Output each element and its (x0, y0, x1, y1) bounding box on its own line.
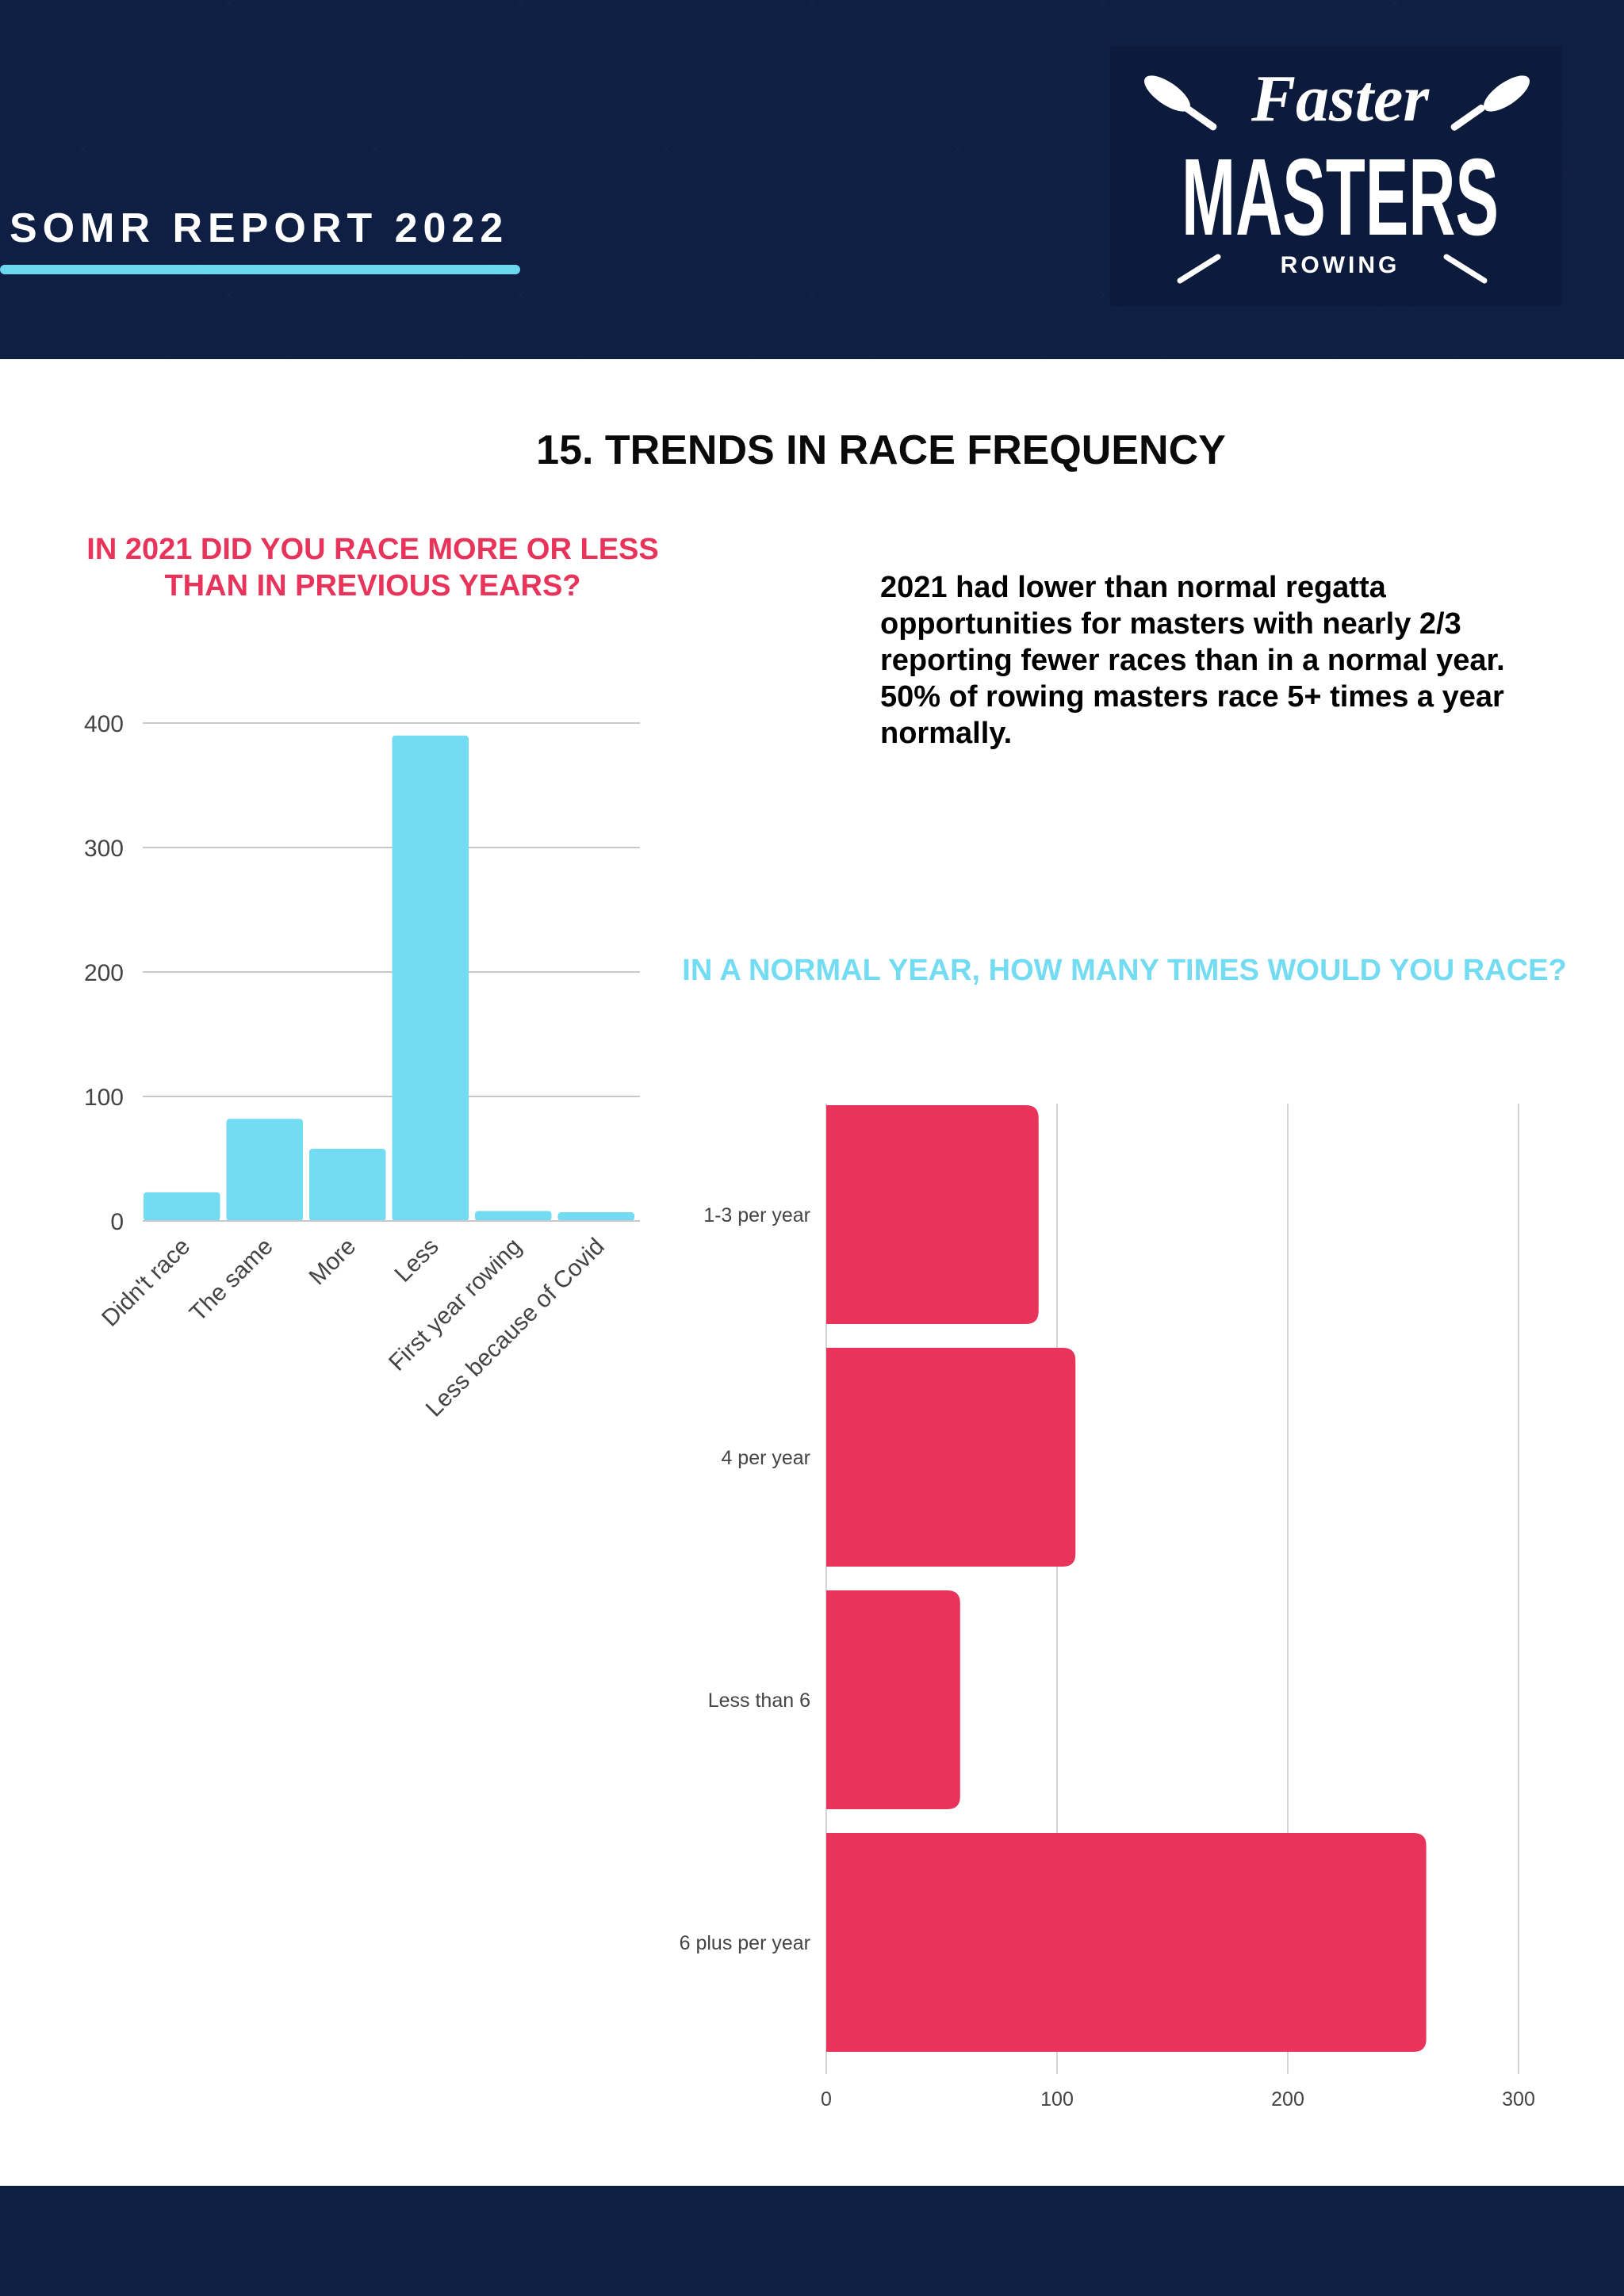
chart1-bar-didn-t-race (144, 1192, 220, 1221)
chart1-y-tick-label: 100 (84, 1085, 124, 1111)
faster-masters-logo: Faster MASTERS ROWING (1110, 46, 1562, 306)
chart2-y-tick-label: 6 plus per year (680, 1932, 810, 1954)
chart2-title: IN A NORMAL YEAR, HOW MANY TIMES WOULD Y… (682, 954, 1567, 987)
chart1-bar-first-year-rowing (475, 1211, 552, 1221)
chart2-y-tick-label: Less than 6 (708, 1689, 810, 1712)
chart2-bar-4-per-year (826, 1348, 1076, 1567)
right-oar-icon (1450, 75, 1530, 131)
chart2-x-tick-label: 200 (1271, 2088, 1304, 2110)
logo-line3: ROWING (1281, 252, 1400, 278)
chart1-bar-less-because-of-covid (557, 1212, 634, 1221)
chart1-title: IN 2021 DID YOU RACE MORE OR LESS THAN I… (86, 533, 659, 603)
left-oar-icon (1144, 75, 1217, 131)
chart2-x-tick-label: 300 (1502, 2088, 1535, 2110)
chart1-gridlines (143, 722, 640, 1097)
report-footer (0, 2186, 1624, 2296)
logo-line1: Faster (1251, 62, 1430, 136)
title-underline (0, 265, 520, 274)
chart2-x-tick-label: 0 (821, 2088, 832, 2110)
chart2-bar-less-than-6 (826, 1590, 960, 1809)
chart1-bar-the-same (226, 1119, 303, 1221)
chart2-bar-6-plus-per-year (826, 1833, 1427, 2052)
chart1-y-tick-label: 200 (84, 960, 124, 986)
chart2-x-tick-label: 100 (1040, 2088, 1074, 2110)
logo-line2: MASTERS (1182, 136, 1499, 258)
oar-handles-icon (1177, 254, 1488, 284)
chart1-bar-more (309, 1148, 386, 1221)
chart1-y-tick-label: 300 (84, 836, 124, 862)
page-title: 15. TRENDS IN RACE FREQUENCY (536, 427, 1226, 473)
chart2-y-tick-label: 4 per year (721, 1447, 810, 1469)
chart1-y-tick-label: 0 (110, 1209, 124, 1235)
report-title: SOMR REPORT 2022 (10, 205, 509, 251)
chart2-y-tick-label: 1-3 per year (703, 1204, 810, 1226)
chart1-y-tick-label: 400 (84, 711, 124, 737)
summary-text: 2021 had lower than normal regatta oppor… (880, 571, 1505, 750)
chart1-bar-less (392, 735, 469, 1221)
chart2-bar-1-3-per-year (826, 1105, 1039, 1324)
report-header: SOMR REPORT 2022 Faster MASTERS ROWING (0, 0, 1624, 359)
